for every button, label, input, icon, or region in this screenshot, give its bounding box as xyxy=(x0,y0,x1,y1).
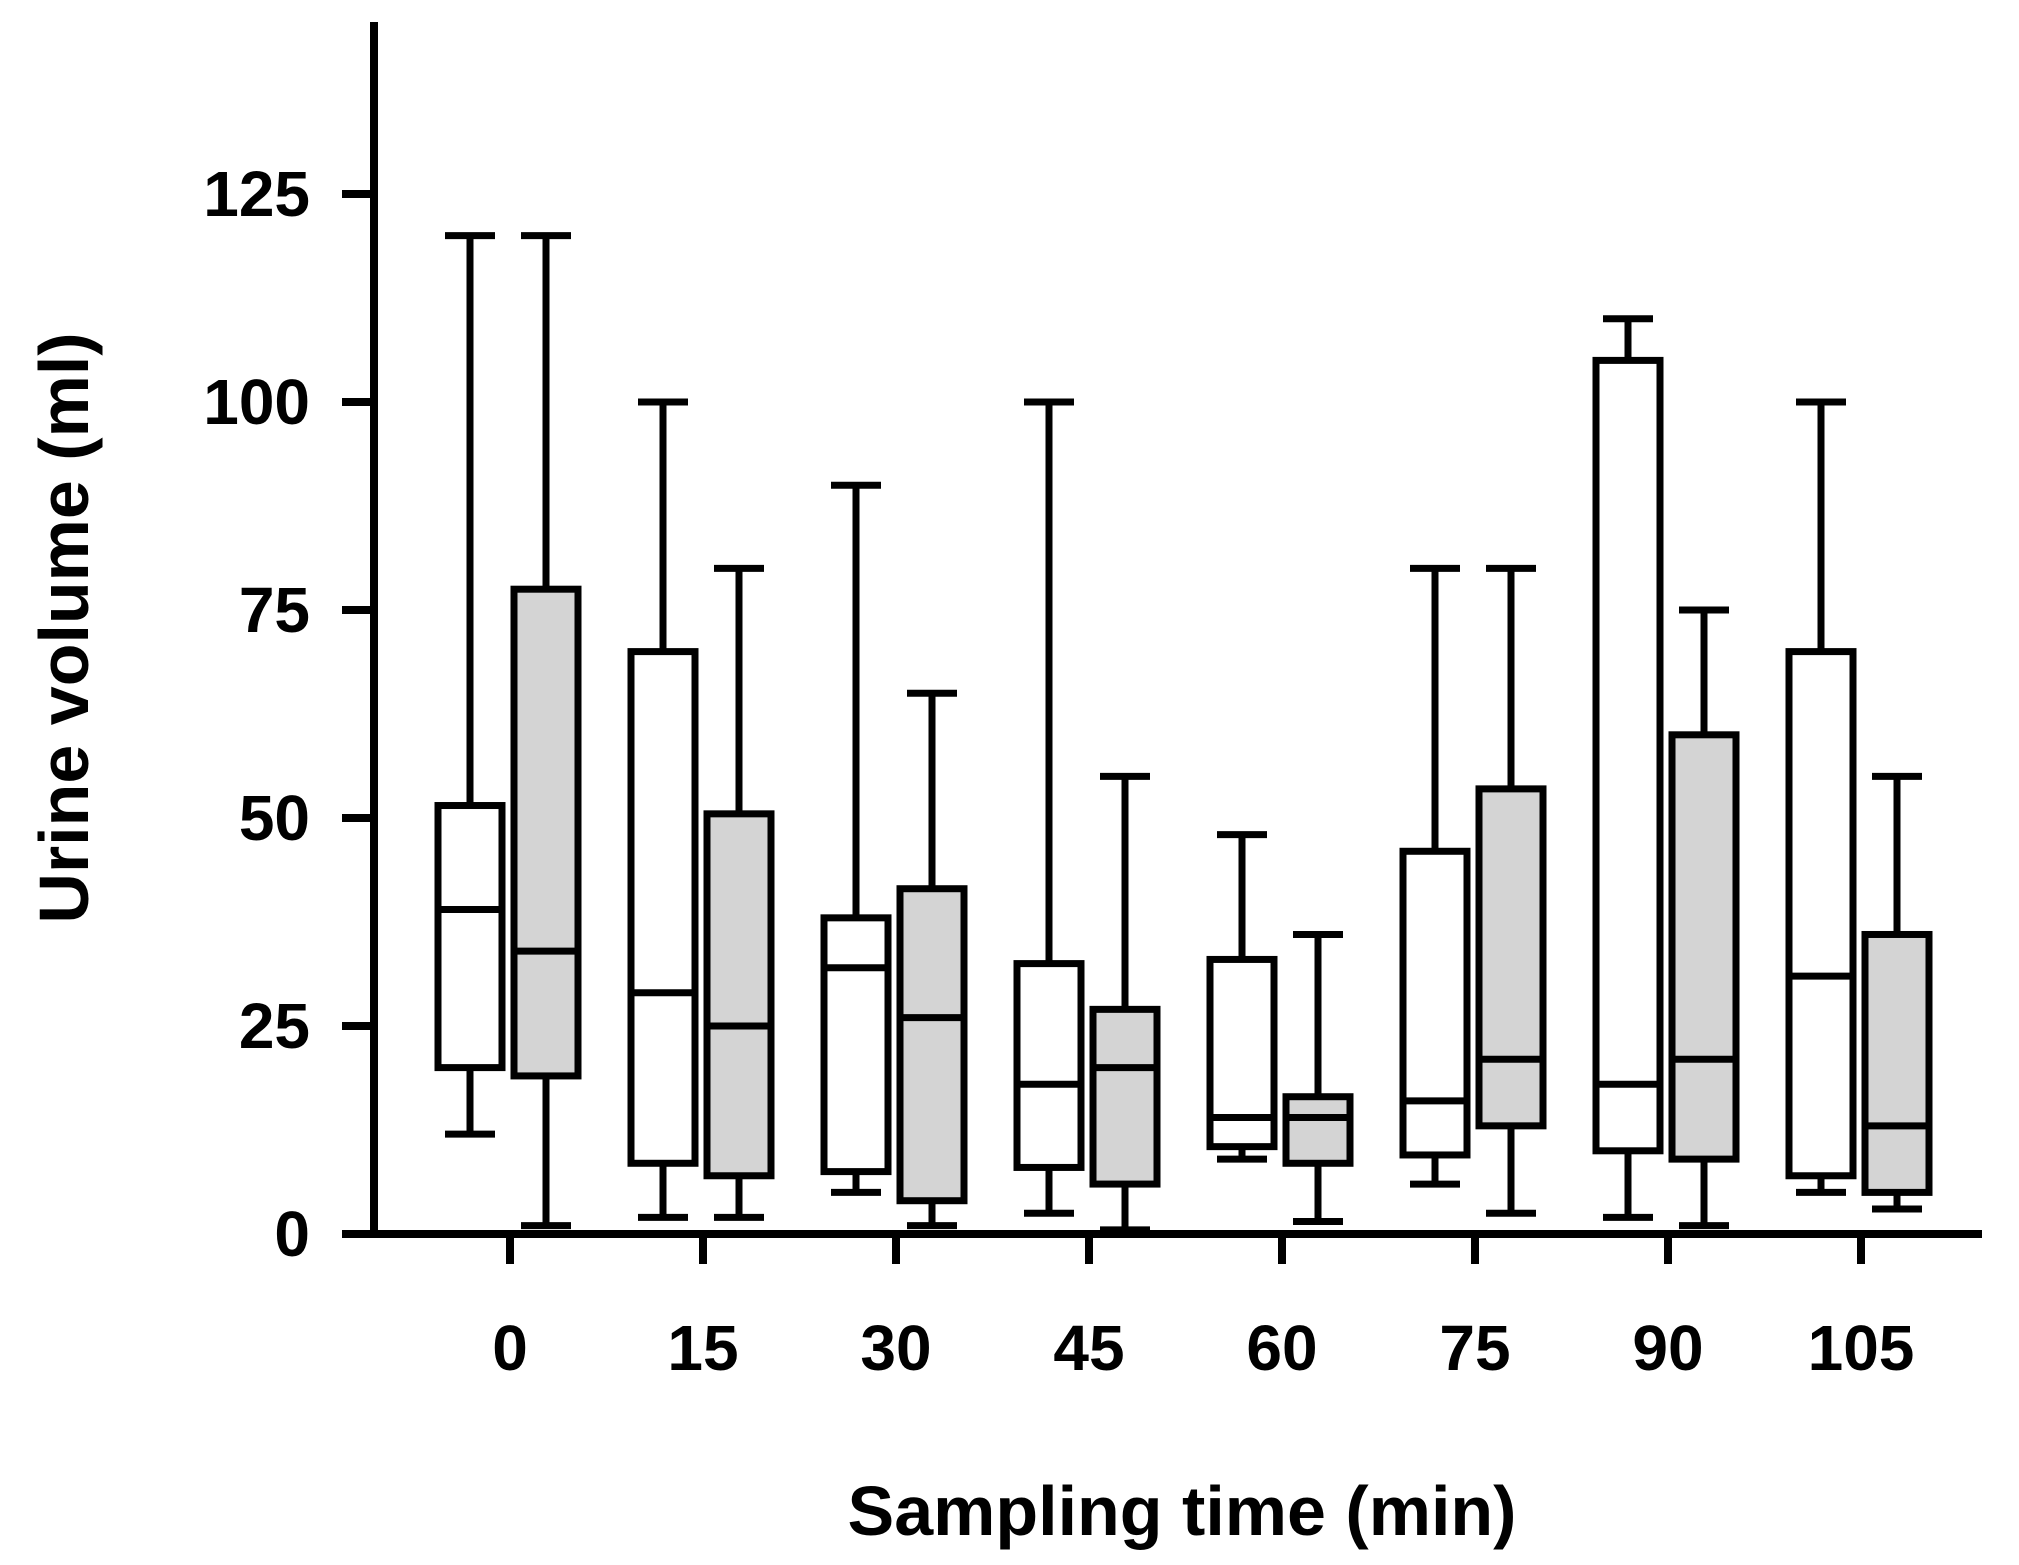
x-tick-label: 90 xyxy=(1632,1312,1703,1384)
y-tick-label: 75 xyxy=(239,574,310,646)
box-white-45 xyxy=(1013,398,1085,1217)
box-grey-30 xyxy=(896,689,968,1230)
x-tick-label: 15 xyxy=(667,1312,738,1384)
iqr-box xyxy=(1013,960,1085,1171)
box-grey-45 xyxy=(1089,772,1161,1234)
box-white-75 xyxy=(1399,564,1471,1188)
iqr-box xyxy=(1592,356,1664,1155)
iqr-box xyxy=(1089,1005,1161,1188)
iqr-box xyxy=(703,810,775,1180)
box-white-60 xyxy=(1206,831,1278,1163)
box-grey-0 xyxy=(510,232,582,1230)
y-tick-label: 125 xyxy=(203,158,310,230)
x-tick-label: 45 xyxy=(1053,1312,1124,1384)
box-white-15 xyxy=(627,398,699,1221)
ticks-layer: 0 25 50 75 100 125 0 15 30 45 60 75 90 105 xyxy=(203,158,1914,1384)
box-white-0 xyxy=(434,232,506,1138)
y-tick-label: 25 xyxy=(239,990,310,1062)
boxes-layer xyxy=(434,232,1933,1234)
iqr-box xyxy=(820,914,892,1176)
iqr-box xyxy=(1861,930,1933,1196)
iqr-box xyxy=(1668,731,1740,1163)
x-tick-label: 0 xyxy=(492,1312,528,1384)
y-tick-label: 50 xyxy=(239,782,310,854)
box-white-30 xyxy=(820,481,892,1196)
y-axis-title: Urine volume (ml) xyxy=(25,332,103,923)
box-grey-105 xyxy=(1861,772,1933,1213)
axes-layer xyxy=(342,22,1982,1238)
iqr-box xyxy=(1785,648,1857,1180)
box-grey-75 xyxy=(1475,564,1547,1217)
box-white-105 xyxy=(1785,398,1857,1196)
iqr-box xyxy=(434,802,506,1072)
y-tick-label: 0 xyxy=(274,1198,310,1270)
box-grey-90 xyxy=(1668,606,1740,1230)
iqr-box xyxy=(627,648,699,1167)
x-tick-label: 60 xyxy=(1246,1312,1317,1384)
iqr-box xyxy=(1399,847,1471,1159)
box-grey-15 xyxy=(703,564,775,1221)
x-axis-title: Sampling time (min) xyxy=(848,1472,1517,1550)
box-white-90 xyxy=(1592,315,1664,1221)
x-tick-label: 105 xyxy=(1808,1312,1915,1384)
y-tick-label: 100 xyxy=(203,366,310,438)
iqr-box xyxy=(1475,785,1547,1130)
x-tick-label: 30 xyxy=(860,1312,931,1384)
iqr-box xyxy=(896,885,968,1205)
x-tick-label: 75 xyxy=(1439,1312,1510,1384)
box-grey-60 xyxy=(1282,930,1354,1226)
iqr-box xyxy=(510,585,582,1080)
iqr-box xyxy=(1282,1093,1354,1167)
